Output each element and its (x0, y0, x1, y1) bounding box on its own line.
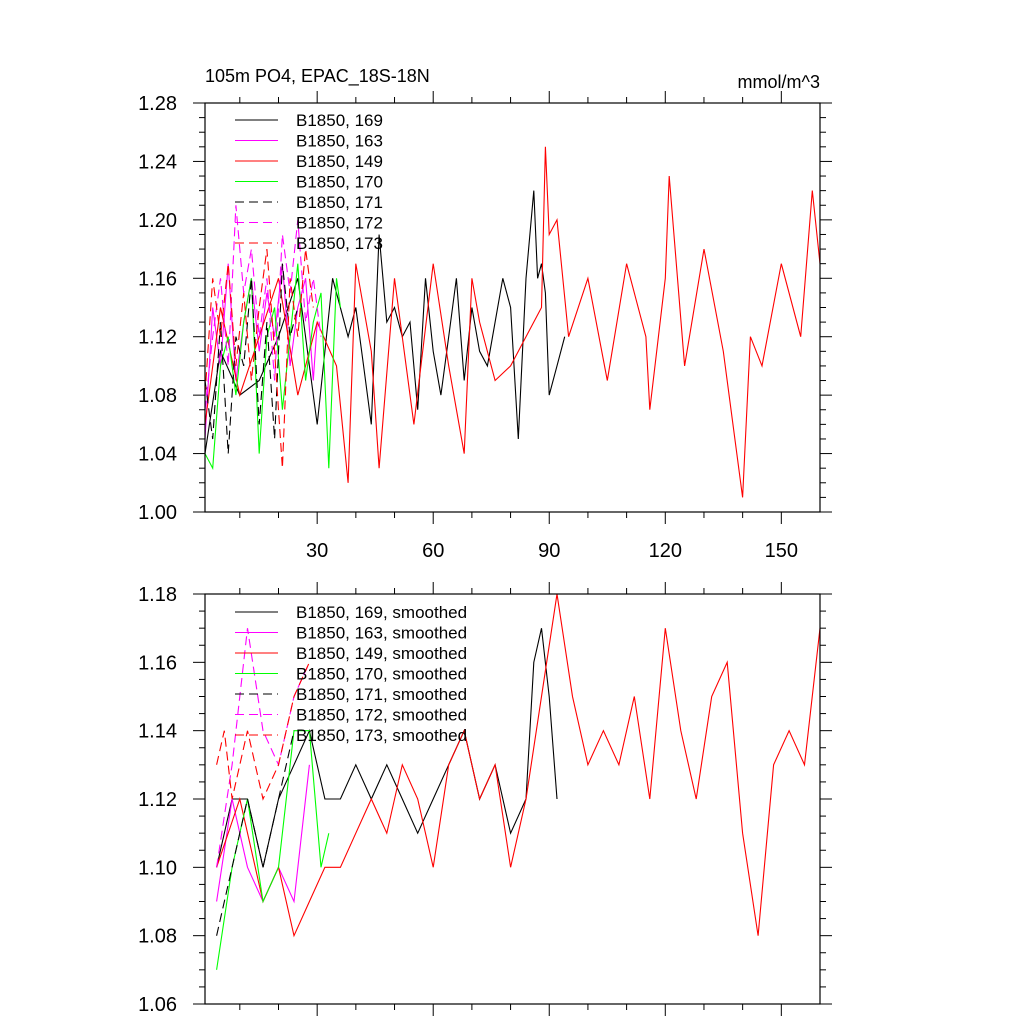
series-group (216, 594, 820, 970)
series-line-1 (205, 190, 566, 454)
chart-panel-1: 30 60 90 120 150 1.00 1.04 1.08 1.12 1.16 1.20 1.24… (138, 91, 832, 562)
legend-label: B1850, 149 (296, 152, 383, 171)
y-tick-label: 1.10 (138, 857, 177, 879)
panels: 30 60 90 120 150 1.00 1.04 1.08 1.12 1.16 1.20 1.24… (138, 91, 832, 1016)
chart-units-label: mmol/m^3 (738, 72, 820, 92)
legend-label: B1850, 169 (296, 111, 383, 130)
y-tick-label: 1.00 (138, 502, 177, 524)
y-tick-label: 1.28 (138, 93, 177, 115)
legend-label: B1850, 163 (296, 132, 383, 151)
y-tick-label: 1.04 (138, 444, 177, 466)
legend-label: B1850, 172 (296, 214, 383, 233)
legend-label: B1850, 171, smoothed (296, 685, 467, 704)
y-tick-label: 1.24 (138, 151, 177, 173)
chart-panel-2: 1.06 1.08 1.10 1.12 1.14 1.16 1.18 B1850, 169, … (138, 582, 832, 1016)
x-tick-label: 30 (306, 540, 328, 562)
series-line-7 (216, 662, 310, 801)
y-tick-label: 1.12 (138, 789, 177, 811)
legend-label: B1850, 173 (296, 234, 383, 253)
series-line-5 (216, 730, 295, 936)
legend-label: B1850, 170, smoothed (296, 665, 467, 684)
series-line-4 (205, 263, 341, 471)
legend: B1850, 169, smoothed B1850, 163, smoothed… (235, 603, 467, 745)
legend-label: B1850, 163, smoothed (296, 624, 467, 643)
chart-title: 105m PO4, EPAC_18S-18N (205, 66, 430, 87)
y-tick-label: 1.18 (138, 584, 177, 606)
x-tick-label: 60 (422, 540, 444, 562)
series-line-5 (205, 263, 299, 454)
legend-label: B1850, 172, smoothed (296, 706, 467, 725)
series-line-3 (205, 146, 820, 498)
y-tick-label: 1.16 (138, 268, 177, 290)
series-group (205, 146, 820, 498)
y-tick-label: 1.06 (138, 994, 177, 1016)
y-tick-label: 1.08 (138, 385, 177, 407)
legend-label: B1850, 149, smoothed (296, 644, 467, 663)
series-line-6 (205, 205, 322, 410)
y-tick-label: 1.20 (138, 210, 177, 232)
y-tick-label: 1.16 (138, 652, 177, 674)
series-line-7 (205, 249, 314, 469)
legend-label: B1850, 169, smoothed (296, 603, 467, 622)
y-tick-label: 1.08 (138, 926, 177, 948)
y-tick-label: 1.12 (138, 327, 177, 349)
x-tick-label: 150 (765, 540, 798, 562)
y-tick-label: 1.14 (138, 721, 177, 743)
series-line-3 (216, 594, 820, 938)
legend-label: B1850, 173, smoothed (296, 726, 467, 745)
series-line-4 (216, 730, 330, 970)
x-tick-label: 90 (538, 540, 560, 562)
x-tick-label: 120 (649, 540, 682, 562)
legend-label: B1850, 171 (296, 193, 383, 212)
legend-label: B1850, 170 (296, 173, 383, 192)
series-line-2 (205, 263, 318, 440)
